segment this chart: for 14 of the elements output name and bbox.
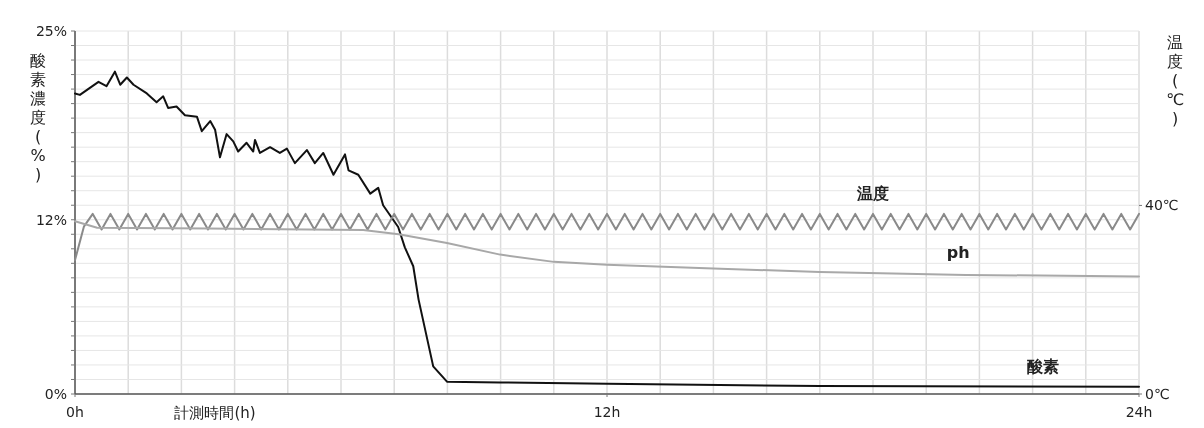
y-tick-label: 0% [44,386,67,402]
y-axis-title: 酸素濃度(%) [30,51,46,184]
series-label: 酸素 [1027,356,1060,376]
series-label: 温度 [856,184,889,204]
series-label: ph [946,242,970,262]
y2-axis-title: 温度(℃) [1166,33,1184,128]
y2-tick-label: 40℃ [1145,197,1179,214]
y-tick-label: 12% [35,211,67,228]
x-tick-label: 0h [66,404,84,420]
y-tick-label: 25% [35,23,67,39]
y2-tick-label: 0℃ [1145,386,1170,402]
x-tick-label: 12h [593,404,621,420]
x-tick-label: 24h [1125,404,1153,420]
x-axis-title: 計測時間(h) [174,404,256,422]
